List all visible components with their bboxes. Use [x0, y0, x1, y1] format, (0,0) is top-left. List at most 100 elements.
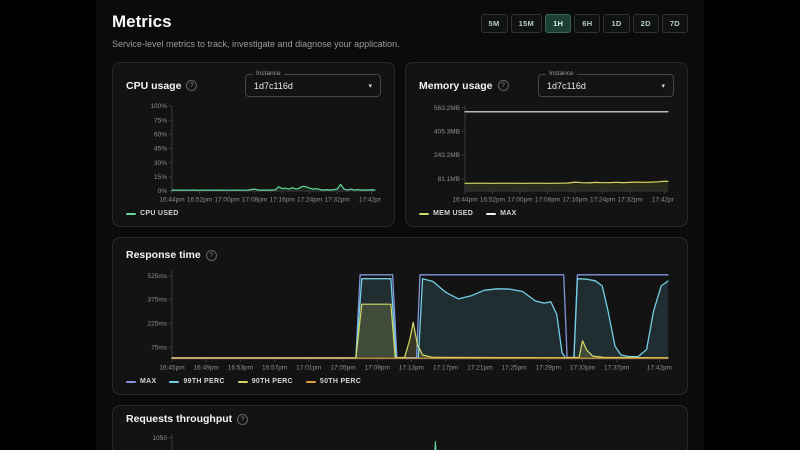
memory-instance-select[interactable]: Instance 1d7c116d ▾ [538, 70, 674, 97]
svg-text:17:00pm: 17:00pm [507, 197, 532, 204]
svg-text:16:53pm: 16:53pm [228, 365, 253, 372]
legend-swatch [237, 380, 248, 383]
time-range-5m[interactable]: 5M [480, 14, 508, 33]
svg-text:16:52pm: 16:52pm [480, 197, 505, 204]
legend-swatch [486, 212, 497, 215]
metrics-page: Metrics Service-level metrics to track, … [96, 0, 704, 450]
svg-text:17:08pm: 17:08pm [242, 197, 267, 204]
requests-throughput-card: Requests throughput ? 1050750 [112, 405, 688, 450]
select-label: Instance [546, 70, 577, 77]
time-range-1d[interactable]: 1D [603, 14, 630, 33]
svg-text:45%: 45% [154, 146, 167, 153]
svg-text:17:32pm: 17:32pm [618, 197, 643, 204]
svg-text:75ms: 75ms [151, 344, 168, 351]
cpu-card-header: CPU usage ? Instance 1d7c116d ▾ [126, 70, 381, 97]
memory-card-title: Memory usage ? [419, 80, 509, 92]
legend-item-max: MAX [126, 378, 156, 385]
svg-text:17:16pm: 17:16pm [269, 197, 294, 204]
memory-usage-card: Memory usage ? Instance 1d7c116d ▾ 563.2… [405, 62, 688, 227]
page-header: Metrics Service-level metrics to track, … [112, 10, 688, 49]
svg-text:17:13pm: 17:13pm [399, 365, 424, 372]
svg-text:17:08pm: 17:08pm [535, 197, 560, 204]
svg-text:563.2MB: 563.2MB [434, 105, 460, 112]
throughput-card-title: Requests throughput ? [126, 413, 249, 425]
page-subtitle: Service-level metrics to track, investig… [112, 39, 400, 49]
chevron-down-icon: ▾ [661, 82, 665, 90]
time-range-group: 5M 15M 1H 6H 1D 2D 7D [480, 14, 688, 33]
legend-item-cpu-used: CPU USED [126, 210, 179, 217]
cpu-chart-svg: 100% 75% 60% 45% 30% 15% 0% 16:44pm 16:52pm 17:00… [150, 103, 381, 204]
select-value: 1d7c116d [254, 81, 293, 91]
svg-text:525ms: 525ms [147, 273, 167, 280]
time-range-1h[interactable]: 1H [545, 14, 572, 33]
memory-chart-svg: 563.2MB 405.3MB 243.2MB 81.1MB 16:44pm 16:52p… [434, 105, 674, 204]
memory-title-text: Memory usage [419, 79, 493, 92]
legend-swatch [126, 380, 136, 383]
response-legend: MAX 99TH PERC 90TH PERC 50TH PERC [126, 378, 674, 385]
response-chart-svg: 525ms 375ms 225ms 75ms 16:45pm 16:49pm 16:53pm… [147, 270, 672, 372]
series-cpu-used [171, 183, 376, 191]
legend-swatch [126, 212, 136, 215]
svg-text:17:17pm: 17:17pm [433, 365, 458, 372]
response-time-card: Response time ? 525ms 375ms 225ms 75ms 16:45… [112, 237, 688, 395]
svg-text:16:49pm: 16:49pm [194, 365, 219, 372]
time-range-7d[interactable]: 7D [661, 14, 688, 33]
help-icon[interactable]: ? [186, 80, 198, 91]
svg-text:16:44pm: 16:44pm [159, 197, 184, 204]
series-99th-perc [171, 278, 669, 359]
svg-text:17:24pm: 17:24pm [297, 197, 322, 204]
help-icon[interactable]: ? [497, 80, 509, 91]
cpu-legend: CPU USED [126, 210, 381, 217]
legend-swatch [305, 380, 316, 383]
svg-text:17:32pm: 17:32pm [325, 197, 350, 204]
response-title-text: Response time [126, 249, 201, 261]
help-icon[interactable]: ? [205, 249, 217, 261]
legend-swatch [419, 212, 429, 215]
memory-card-header: Memory usage ? Instance 1d7c116d ▾ [419, 70, 674, 97]
memory-chart: 563.2MB 405.3MB 243.2MB 81.1MB 16:44pm 16:52p… [419, 102, 674, 204]
svg-text:81.1MB: 81.1MB [438, 176, 460, 183]
legend-item-99th-perc: 99TH PERC [169, 378, 224, 385]
legend-swatch [169, 380, 180, 383]
series-90th-perc [171, 303, 669, 359]
svg-text:16:52pm: 16:52pm [187, 197, 212, 204]
svg-text:17:25pm: 17:25pm [501, 365, 526, 372]
svg-text:17:09pm: 17:09pm [365, 365, 390, 372]
svg-text:17:05pm: 17:05pm [330, 365, 355, 372]
svg-text:17:37pm: 17:37pm [604, 365, 629, 372]
series-mem-used [464, 180, 669, 184]
throughput-chart-svg: 1050750 [153, 434, 437, 450]
svg-text:17:16pm: 17:16pm [562, 197, 587, 204]
chevron-down-icon: ▾ [368, 82, 372, 90]
cpu-title-text: CPU usage [126, 79, 182, 92]
series-requests [434, 441, 437, 450]
svg-text:17:21pm: 17:21pm [467, 365, 492, 372]
svg-text:17:42pm: 17:42pm [647, 365, 672, 372]
svg-text:17:24pm: 17:24pm [590, 197, 615, 204]
response-time-chart: 525ms 375ms 225ms 75ms 16:45pm 16:49pm 16:53pm… [126, 266, 674, 372]
svg-text:75%: 75% [154, 117, 167, 124]
time-range-2d[interactable]: 2D [632, 14, 659, 33]
cpu-usage-card: CPU usage ? Instance 1d7c116d ▾ 100% 75% 6… [112, 62, 395, 227]
legend-item-90th-perc: 90TH PERC [237, 378, 293, 385]
svg-text:17:01pm: 17:01pm [296, 365, 321, 372]
cpu-instance-select[interactable]: Instance 1d7c116d ▾ [245, 70, 381, 97]
help-icon[interactable]: ? [237, 413, 249, 425]
svg-text:17:00pm: 17:00pm [214, 197, 239, 204]
top-charts-row: CPU usage ? Instance 1d7c116d ▾ 100% 75% 6… [112, 62, 688, 227]
svg-text:243.2MB: 243.2MB [434, 152, 460, 159]
cpu-chart: 100% 75% 60% 45% 30% 15% 0% 16:44pm 16:52pm 17:00… [126, 102, 381, 204]
response-card-title: Response time ? [126, 249, 217, 261]
svg-text:17:29pm: 17:29pm [536, 365, 561, 372]
time-range-15m[interactable]: 15M [510, 14, 543, 33]
cpu-card-title: CPU usage ? [126, 79, 198, 92]
svg-text:17:42pm: 17:42pm [652, 197, 674, 204]
svg-text:0%: 0% [158, 188, 168, 195]
select-label: Instance [253, 70, 284, 77]
svg-text:17:33pm: 17:33pm [570, 365, 595, 372]
requests-throughput-chart: 1050750 [126, 430, 674, 450]
memory-legend: MEM USED MAX [419, 210, 674, 217]
time-range-6h[interactable]: 6H [574, 14, 601, 33]
page-title: Metrics [112, 12, 172, 31]
